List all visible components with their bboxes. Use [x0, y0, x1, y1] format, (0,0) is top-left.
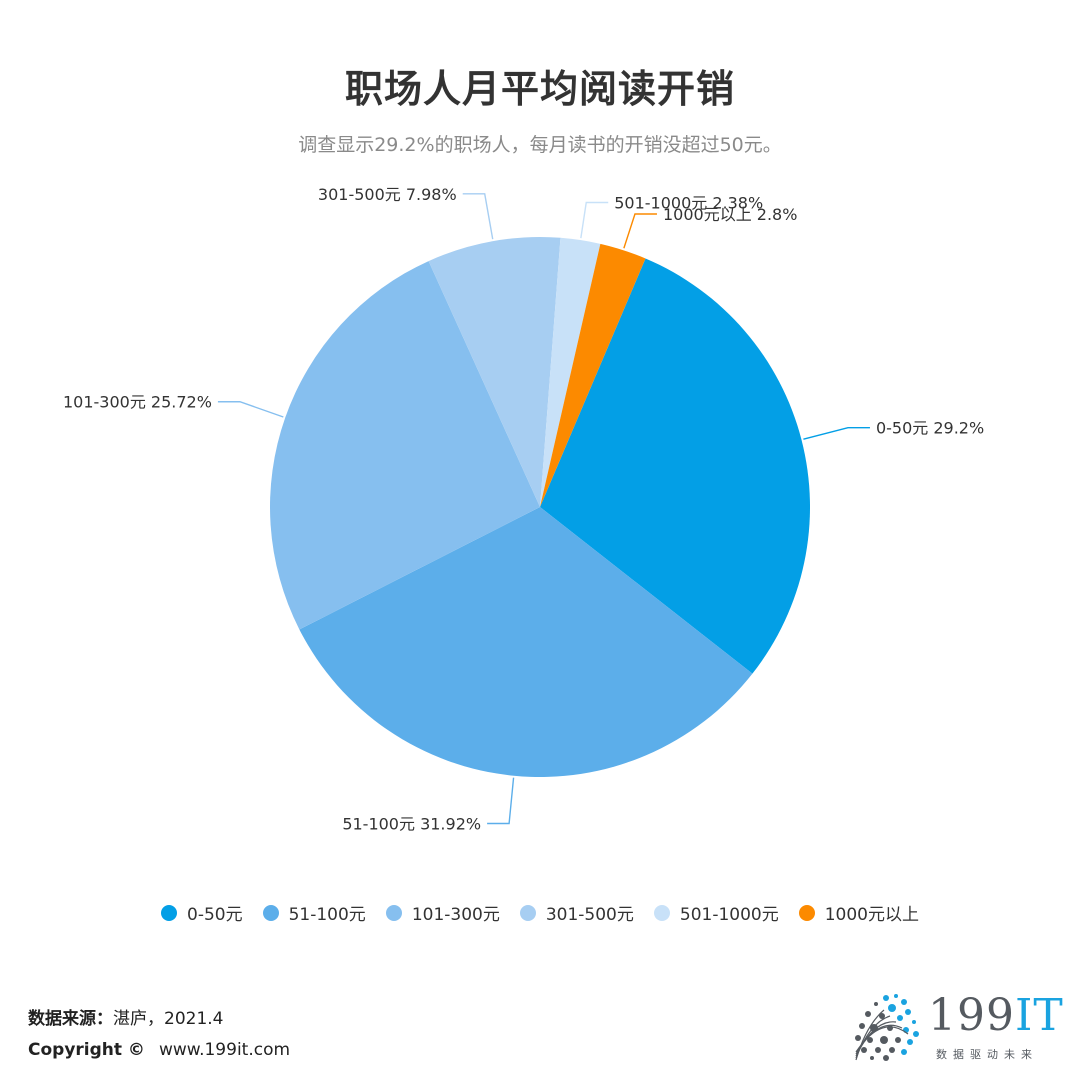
- data-source: 数据来源：湛庐，2021.4: [28, 1004, 223, 1029]
- source-value: 湛庐，2021.4: [113, 1009, 224, 1029]
- legend-item-4[interactable]: 501-1000元: [653, 900, 779, 925]
- legend-marker-1: [262, 904, 279, 921]
- leader-line-5: [623, 213, 657, 249]
- pie-slice-5[interactable]: [540, 243, 646, 507]
- legend-marker-4: [653, 904, 670, 921]
- legend-label-2: 101-300元: [411, 905, 500, 925]
- slice-label-4: 501-1000元 2.38%: [614, 193, 763, 212]
- pie-slice-3[interactable]: [428, 237, 561, 507]
- copyright: Copyright © www.199it.com: [28, 1040, 290, 1060]
- slice-label-3: 301-500元 7.98%: [318, 185, 457, 204]
- pie-slice-2[interactable]: [270, 261, 540, 630]
- legend-marker-0: [161, 904, 177, 921]
- legend-label-4: 501-1000元: [679, 905, 779, 925]
- logo-it: IT: [1014, 990, 1064, 1041]
- leader-line-2: [217, 401, 284, 418]
- copyright-label: Copyright ©: [28, 1040, 145, 1060]
- legend-item-5[interactable]: 1000元以上: [798, 900, 919, 925]
- chart-title: 职场人月平均阅读开销: [344, 67, 735, 111]
- legend-label-3: 301-500元: [545, 905, 634, 925]
- logo-dots-icon: [855, 994, 919, 1061]
- legend-label-5: 1000元以上: [824, 905, 919, 925]
- chart-subtitle: 调查显示29.2%的职场人，每月读书的开销没超过50元。: [298, 134, 782, 156]
- legend-item-2[interactable]: 101-300元: [385, 900, 500, 925]
- brand-logo[interactable]: 199IT 数据驱动未来: [846, 990, 1066, 1062]
- pie-slice-0[interactable]: [540, 258, 810, 674]
- leader-line-4: [580, 201, 609, 239]
- pie-chart: 0-50元 29.2% 51-100元 31.92% 101-300元 25.72%…: [63, 185, 984, 834]
- legend-label-1: 51-100元: [288, 905, 366, 925]
- leader-line-1: [487, 777, 515, 825]
- legend-marker-3: [519, 904, 536, 921]
- leader-line-3: [462, 193, 494, 240]
- slice-label-2: 101-300元 25.72%: [63, 393, 212, 412]
- legend-marker-5: [798, 904, 815, 921]
- legend-item-3[interactable]: 301-500元: [519, 900, 634, 925]
- leader-line-0: [803, 427, 870, 440]
- logo-slogan: 数据驱动未来: [936, 1048, 1038, 1061]
- legend-item-0[interactable]: 0-50元: [161, 900, 243, 925]
- legend-label-0: 0-50元: [187, 905, 243, 925]
- slice-label-5: 1000元以上 2.8%: [663, 205, 797, 224]
- legend-item-1[interactable]: 51-100元: [262, 900, 366, 925]
- slice-label-1: 51-100元 31.92%: [342, 814, 481, 833]
- logo-number: 199: [928, 990, 1015, 1041]
- slice-label-0: 0-50元 29.2%: [876, 419, 984, 438]
- logo-wordmark: 199IT: [928, 990, 1064, 1041]
- pie-slice-4[interactable]: [540, 237, 601, 507]
- legend-marker-2: [385, 904, 402, 921]
- source-label: 数据来源：: [28, 1009, 113, 1029]
- copyright-url[interactable]: www.199it.com: [158, 1040, 291, 1060]
- pie-slice-1[interactable]: [299, 507, 753, 777]
- chart-legend: 0-50元 51-100元 101-300元 301-500元 501-1000元 100…: [0, 900, 1080, 925]
